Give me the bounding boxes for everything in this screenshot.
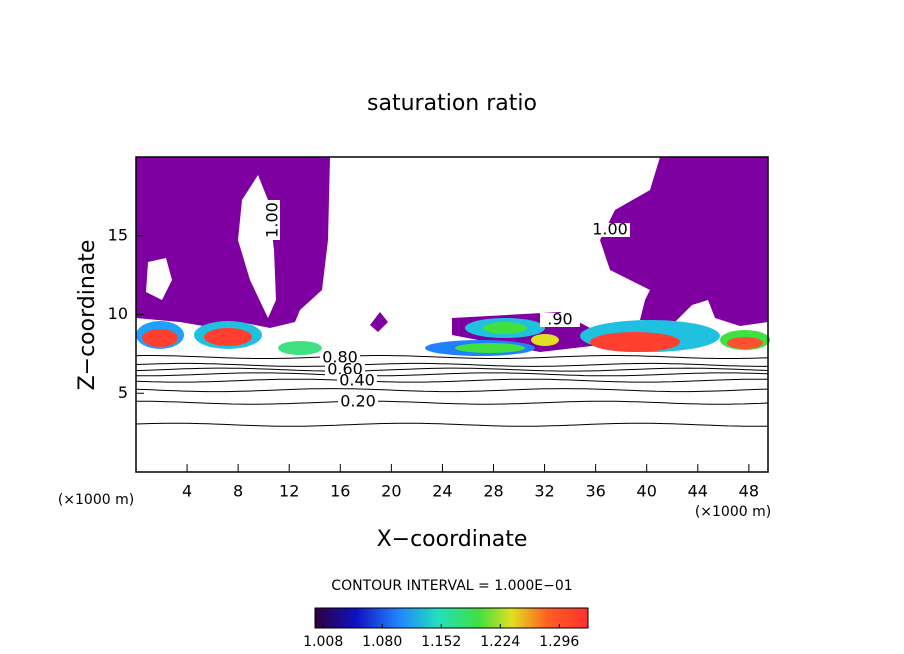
colorbar-tick-label: 1.224 — [480, 634, 520, 650]
contour-line — [135, 362, 768, 367]
filled-region — [136, 157, 330, 328]
colorbar-tick-label: 1.296 — [539, 634, 579, 650]
colorbar-tick-label: 1.152 — [421, 634, 461, 650]
contour-label: 0.20 — [340, 392, 376, 411]
label-bg — [325, 363, 365, 377]
x-unit-label: (×1000 m) — [58, 492, 134, 508]
x-tick-label: 28 — [483, 482, 503, 501]
x-tick-label: 36 — [585, 482, 605, 501]
label-bg — [540, 313, 580, 327]
contour-line — [136, 400, 769, 405]
x-tick-label: 44 — [688, 482, 708, 501]
label-bg — [337, 374, 377, 388]
y-tick-label: 15 — [108, 225, 128, 244]
filled-regions — [136, 157, 770, 356]
x-tick-label: 8 — [233, 482, 243, 501]
chart-title: saturation ratio — [367, 91, 537, 116]
high-ratio-patches — [136, 318, 770, 356]
x-tick-label: 40 — [637, 482, 657, 501]
y-tick-label: 5 — [118, 383, 128, 402]
contour-line — [136, 372, 769, 377]
x-tick-label: 32 — [534, 482, 554, 501]
colorbar-tick-label: 1.080 — [362, 634, 402, 650]
x-tick-label: 4 — [182, 482, 192, 501]
contour-line — [135, 367, 769, 372]
y-axis-label: Z−coordinate — [75, 240, 100, 391]
x-tick-label: 20 — [381, 482, 401, 501]
contour-label: 1.00 — [592, 220, 628, 239]
colorbar-tick-label: 1.008 — [303, 634, 343, 650]
contour-line — [135, 422, 768, 427]
contour-line — [135, 388, 769, 393]
label-bg — [320, 351, 360, 365]
contour-line — [135, 355, 769, 359]
filled-region — [600, 157, 768, 326]
x-tick-label: 12 — [279, 482, 299, 501]
contour-label: 0.80 — [322, 348, 358, 367]
x-tick-label: 16 — [330, 482, 350, 501]
colorbar — [314, 607, 589, 629]
contour-line — [135, 378, 768, 383]
y-tick-label: 10 — [108, 304, 128, 323]
label-bg — [338, 395, 378, 409]
contour-label: 0.40 — [339, 371, 375, 390]
x-tick-label: 24 — [432, 482, 452, 501]
x-axis-label: X−coordinate — [377, 527, 528, 552]
x-unit-label: (×1000 m) — [695, 504, 771, 520]
contour-label: .90 — [547, 310, 572, 329]
label-bg — [266, 200, 280, 240]
label-bg — [590, 223, 630, 237]
contour-label: 0.60 — [327, 360, 363, 379]
contour-interval: CONTOUR INTERVAL = 1.000E−01 — [331, 578, 572, 594]
contour-label: 1.00 — [263, 202, 282, 238]
x-tick-label: 48 — [739, 482, 759, 501]
